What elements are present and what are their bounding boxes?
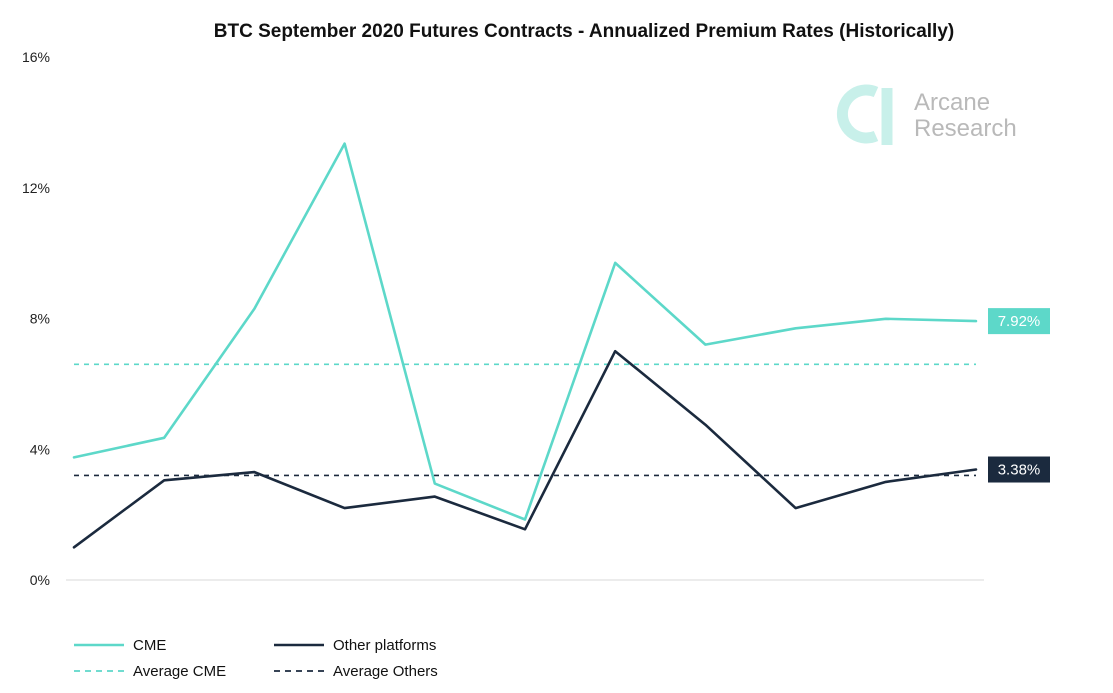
legend: CME Other platforms Average CME Average Oth… xyxy=(74,637,438,680)
legend-label: CME xyxy=(133,637,166,654)
y-tick-label: 12% xyxy=(22,180,50,196)
watermark-line1: Arcane xyxy=(914,89,990,116)
y-tick-label: 4% xyxy=(30,441,50,457)
legend-label: Average Others xyxy=(333,663,438,680)
y-tick-label: 8% xyxy=(30,311,50,327)
end-labels: 7.92% 3.38% xyxy=(988,308,1050,483)
end-label-box xyxy=(988,456,1050,483)
y-tick-label: 0% xyxy=(30,572,50,588)
watermark: Arcane Research xyxy=(836,84,1017,145)
y-tick-label: 16% xyxy=(22,49,50,65)
end-label-box xyxy=(988,308,1050,335)
series-lines xyxy=(72,142,978,549)
reference-lines xyxy=(74,363,976,477)
series-line-0 xyxy=(72,142,978,521)
y-axis: 0% 4% 8% 12% 16% xyxy=(22,49,50,588)
chart-title: BTC September 2020 Futures Contracts - A… xyxy=(214,21,954,42)
watermark-line2: Research xyxy=(914,115,1017,142)
legend-label: Average CME xyxy=(133,663,226,680)
end-label: 7.92% xyxy=(998,313,1041,330)
end-label: 3.38% xyxy=(998,462,1041,479)
legend-label: Other platforms xyxy=(333,637,436,654)
arcane-logo-icon xyxy=(836,84,893,145)
